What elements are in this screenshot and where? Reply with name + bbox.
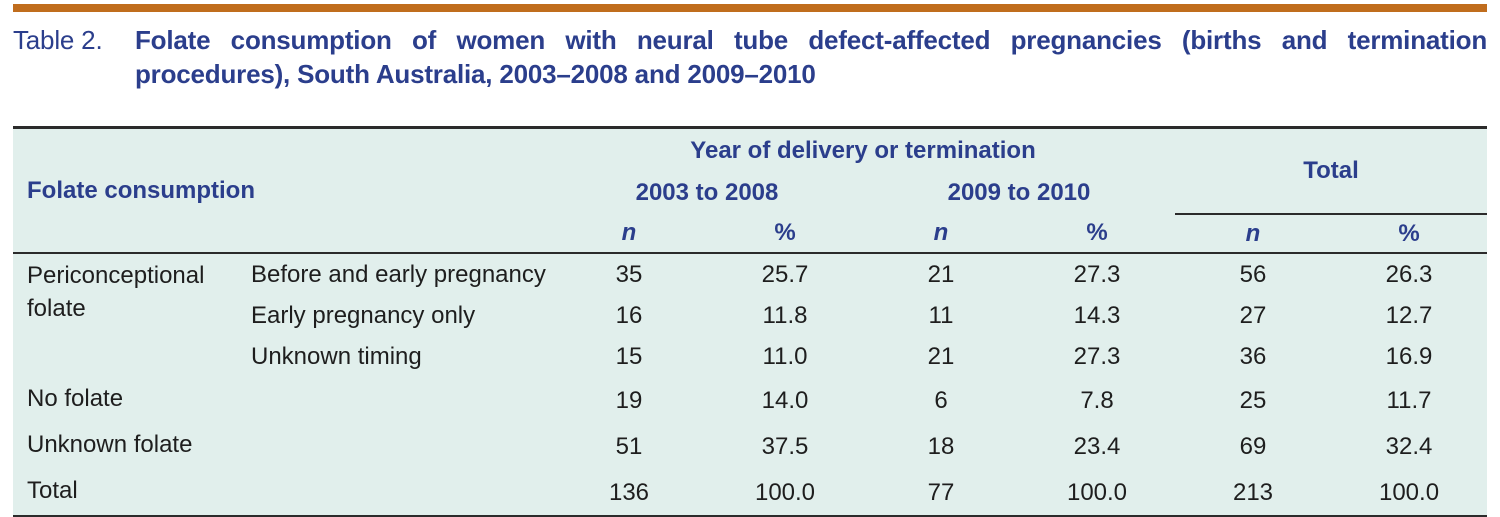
cell-pct-period1: 11.0 bbox=[762, 343, 808, 370]
table-title-line2: procedures), South Australia, 2003–2008 … bbox=[135, 59, 816, 89]
cell-subcategory: Early pregnancy only bbox=[251, 302, 476, 329]
table-body: Periconceptional folate Before and early… bbox=[13, 253, 1487, 515]
header-row-groups: Folate consumption Year of delivery or t… bbox=[13, 129, 1488, 254]
cell-n-period2: 18 bbox=[927, 432, 955, 460]
cell-group: Unknown folate bbox=[27, 431, 193, 458]
cell-pct-period1: 37.5 bbox=[761, 432, 809, 460]
accent-bar bbox=[13, 4, 1487, 12]
cell-pct-period1: 11.8 bbox=[762, 302, 808, 329]
cell-n-total: 27 bbox=[1239, 302, 1267, 329]
cell-n-total: 25 bbox=[1239, 386, 1267, 414]
cell-pct-period1: 25.7 bbox=[761, 261, 809, 288]
cell-n-period1: 15 bbox=[615, 343, 643, 370]
cell-n-period2: 21 bbox=[927, 261, 955, 288]
cell-n-total: 213 bbox=[1232, 478, 1274, 506]
cell-pct-period1: 100.0 bbox=[754, 478, 816, 506]
table-row: Unknown timing 15 11.0 21 27.3 36 16.9 bbox=[13, 336, 1487, 377]
cell-n-period1: 136 bbox=[608, 478, 650, 506]
cell-pct-period1: 14.0 bbox=[761, 386, 809, 414]
table-row: Unknown folate 51 37.5 18 23.4 69 32.4 bbox=[13, 423, 1487, 469]
cell-pct-period2: 14.3 bbox=[1073, 302, 1121, 329]
header-period-2003-2008: 2003 to 2008 bbox=[635, 179, 779, 206]
header-n-period1: n bbox=[551, 214, 707, 254]
header-year-group: Year of delivery or termination bbox=[690, 136, 1036, 164]
header-row-periods: 2003 to 2008 2009 to 2010 bbox=[13, 172, 1487, 214]
cell-n-period1: 19 bbox=[615, 386, 643, 414]
table-row: No folate 19 14.0 6 7.8 25 11.7 bbox=[13, 377, 1487, 423]
header-folate-consumption: Folate consumption bbox=[13, 129, 551, 254]
table-row: Early pregnancy only 16 11.8 11 14.3 27 … bbox=[13, 295, 1487, 336]
table-number-label: Table 2. bbox=[13, 25, 103, 55]
table-title: Table 2. Folate consumption of women wit… bbox=[13, 23, 1487, 91]
cell-n-period2: 6 bbox=[934, 386, 948, 414]
header-pct-total: % bbox=[1331, 214, 1488, 254]
header-row-measures: n % n % n % bbox=[13, 214, 1488, 254]
cell-n-period2: 77 bbox=[927, 478, 955, 506]
header-pct-period1: % bbox=[707, 214, 863, 254]
data-table-container: Folate consumption Year of delivery or t… bbox=[13, 126, 1488, 517]
table-row-total: Total 136 100.0 77 100.0 213 100.0 bbox=[13, 469, 1487, 515]
header-n-period2: n bbox=[863, 214, 1019, 254]
cell-pct-total: 12.7 bbox=[1385, 302, 1433, 329]
cell-pct-total: 32.4 bbox=[1385, 432, 1433, 460]
cell-pct-period2: 7.8 bbox=[1080, 386, 1114, 414]
cell-n-total: 56 bbox=[1239, 261, 1267, 288]
cell-n-period1: 35 bbox=[615, 261, 643, 288]
cell-pct-period2: 23.4 bbox=[1073, 432, 1121, 460]
table-header: Folate consumption Year of delivery or t… bbox=[13, 129, 1488, 254]
header-n-total: n bbox=[1175, 214, 1332, 254]
cell-pct-period2: 100.0 bbox=[1066, 478, 1128, 506]
cell-group: Periconceptional folate bbox=[27, 262, 205, 322]
cell-n-period2: 11 bbox=[928, 302, 954, 329]
cell-n-total: 69 bbox=[1239, 432, 1267, 460]
table-row: Periconceptional folate Before and early… bbox=[13, 253, 1487, 322]
cell-subcategory: Before and early pregnancy bbox=[251, 261, 546, 288]
folate-consumption-table: Folate consumption Year of delivery or t… bbox=[13, 129, 1488, 515]
cell-subcategory: Unknown timing bbox=[251, 343, 422, 370]
cell-pct-total: 26.3 bbox=[1385, 261, 1433, 288]
cell-n-period1: 51 bbox=[615, 432, 643, 460]
table-title-line1: Folate consumption of women with neural … bbox=[135, 25, 1487, 55]
cell-group: Total bbox=[27, 477, 78, 504]
cell-n-period2: 21 bbox=[927, 343, 955, 370]
header-pct-period2: % bbox=[1019, 214, 1176, 254]
cell-pct-total: 100.0 bbox=[1378, 478, 1440, 506]
cell-group: No folate bbox=[27, 385, 124, 412]
cell-n-total: 36 bbox=[1239, 343, 1267, 370]
cell-pct-period2: 27.3 bbox=[1073, 261, 1121, 288]
cell-pct-period2: 27.3 bbox=[1073, 343, 1121, 370]
cell-n-period1: 16 bbox=[615, 302, 643, 329]
cell-pct-total: 11.7 bbox=[1386, 386, 1432, 414]
cell-pct-total: 16.9 bbox=[1385, 343, 1433, 370]
header-period-2009-2010: 2009 to 2010 bbox=[947, 179, 1091, 206]
header-total: Total bbox=[1175, 129, 1488, 215]
